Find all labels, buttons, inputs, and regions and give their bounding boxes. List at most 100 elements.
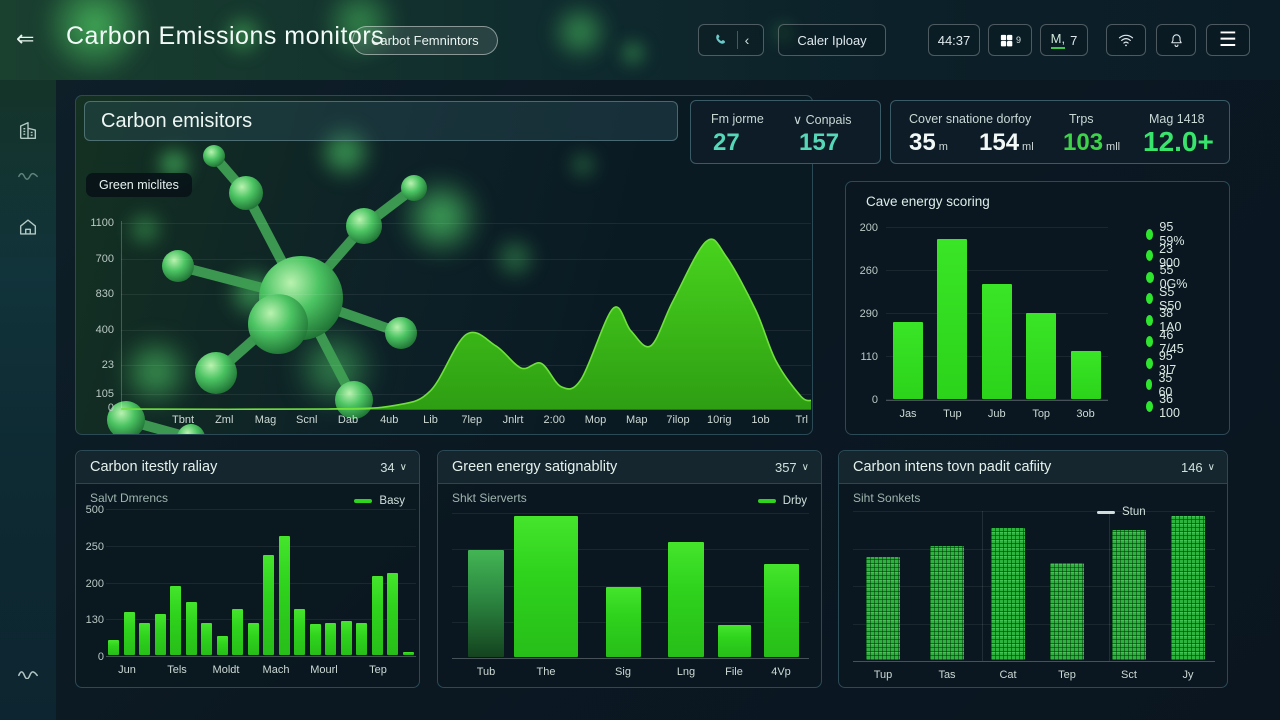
- bar: [278, 535, 290, 655]
- notifications-button[interactable]: [1156, 24, 1196, 56]
- app-header: ⇐ Carbon Emissions monitors Carbot Femni…: [0, 0, 1280, 80]
- chevron-left-icon: ‹: [744, 32, 750, 48]
- x-axis-tick: 7ilop: [666, 414, 690, 426]
- chevron-down-icon: ∨: [801, 461, 809, 473]
- gridline-vertical: [982, 511, 983, 661]
- bar: [263, 555, 274, 655]
- x-axis-tick: Map: [626, 414, 648, 426]
- x-axis-tick: Jnlrt: [502, 414, 524, 426]
- y-axis-tick: 0: [871, 394, 878, 406]
- x-axis-tick: 4ub: [380, 414, 399, 426]
- x-axis-tick: Zml: [215, 414, 234, 426]
- y-axis-tick: 1100: [90, 217, 114, 229]
- legend-item: 23 900: [1146, 242, 1184, 270]
- x-axis-tick: Sig: [615, 666, 631, 678]
- bar: [232, 609, 243, 655]
- x-axis-tick: 1ob: [751, 414, 770, 426]
- legend-item: 95 59%: [1146, 220, 1188, 248]
- main-chart-title-label: Carbon emisitors: [101, 109, 253, 132]
- legend-item: 46 7/45: [1146, 328, 1187, 356]
- metric-button-value: 7: [1070, 32, 1078, 48]
- metric-button[interactable]: M, 7: [1040, 24, 1088, 56]
- gridline: [853, 548, 1215, 550]
- bar: [514, 516, 578, 657]
- bar: [893, 321, 923, 399]
- legend-item: 55 0G%: [1146, 263, 1191, 291]
- gridline: [452, 513, 809, 514]
- menu-button[interactable]: ☰: [1206, 24, 1250, 56]
- bar: [763, 564, 799, 657]
- bar: [1070, 350, 1101, 399]
- home-icon[interactable]: [17, 216, 39, 238]
- x-axis-tick: Tub: [476, 666, 496, 678]
- bar: [668, 542, 704, 657]
- y-axis-tick: 0: [107, 402, 114, 414]
- stat-card-coverage: Cover snatione dorfoy 35 m 154 ml Trps 103…: [890, 100, 1230, 164]
- x-axis-line: [886, 400, 1108, 401]
- gridline: [106, 509, 416, 510]
- panel-value-dropdown[interactable]: 146 ∨: [1180, 459, 1215, 475]
- call-button[interactable]: ‹: [698, 24, 764, 56]
- x-axis-tick: Jy: [1182, 669, 1194, 681]
- gridline: [886, 399, 1108, 400]
- bar: [371, 575, 383, 655]
- bar: [930, 546, 964, 660]
- stat-label[interactable]: ∨ Conpais: [793, 113, 852, 127]
- gridline: [886, 270, 1108, 271]
- building-icon[interactable]: [17, 120, 39, 142]
- x-axis-tick: Dab: [337, 414, 359, 426]
- legend-dot: [1146, 379, 1153, 390]
- legend-label: 38 1A0: [1159, 306, 1182, 334]
- timer-button[interactable]: 44:37: [928, 24, 980, 56]
- grid-button[interactable]: 9: [988, 24, 1032, 56]
- x-axis-tick: Tup: [943, 408, 962, 420]
- bar: [170, 585, 181, 655]
- wifi-icon: [1117, 32, 1135, 48]
- stat-value: 35 m: [909, 129, 948, 156]
- phone-icon: [713, 32, 730, 49]
- panel-subtitle: Shkt Sierverts: [452, 491, 527, 505]
- x-axis-tick: Trl: [795, 414, 808, 426]
- grid-icon: [999, 33, 1014, 48]
- bar: [387, 572, 398, 655]
- legend-dot: [1146, 293, 1154, 304]
- legend-dot: [1146, 250, 1154, 261]
- wave-icon[interactable]: [17, 666, 39, 688]
- bar: [1171, 516, 1205, 660]
- panel-title: Carbon itestly raliay: [90, 459, 218, 475]
- x-axis-tick: 2:00: [543, 414, 565, 426]
- back-arrow-icon[interactable]: ⇐: [16, 26, 35, 51]
- bar: [1112, 529, 1146, 660]
- legend-dot: [1146, 271, 1154, 283]
- y-axis-tick: 23: [101, 359, 114, 371]
- x-axis-tick: Mag: [254, 414, 277, 426]
- stat-label: Mag 1418: [1149, 112, 1205, 126]
- sidebar: [0, 80, 56, 720]
- legend-dot: [1146, 314, 1154, 326]
- bar: [216, 635, 228, 655]
- main-plot: [121, 221, 811, 411]
- x-axis-tick: Jun: [118, 664, 136, 676]
- panel-value-dropdown[interactable]: 34 ∨: [380, 459, 407, 475]
- x-axis-tick: Mach: [262, 664, 290, 676]
- gridline: [121, 330, 811, 331]
- panel-legend: Drby: [757, 495, 807, 507]
- legend-label: 95 59%: [1159, 220, 1185, 248]
- stat-value: 157: [799, 129, 840, 156]
- legend-label: 95 3I7: [1158, 349, 1177, 377]
- legend-dot: [1146, 336, 1154, 347]
- legend-item: S5 S50: [1146, 285, 1185, 313]
- caller-button[interactable]: Caler Iploay: [778, 24, 886, 56]
- bar: [937, 239, 968, 399]
- x-axis-tick: 10rig: [707, 414, 732, 426]
- x-axis-tick: Jub: [987, 408, 1006, 420]
- x-axis-tick: Mop: [584, 414, 607, 426]
- bar: [325, 622, 336, 655]
- y-axis-tick: 700: [95, 253, 114, 265]
- panel-value-dropdown[interactable]: 357 ∨: [774, 459, 809, 475]
- wifi-button[interactable]: [1106, 24, 1146, 56]
- wave-icon[interactable]: [17, 168, 39, 190]
- legend-label: S5 S50: [1159, 284, 1182, 313]
- gridline: [121, 294, 811, 295]
- title-badge[interactable]: Carbot Femnintors: [352, 26, 498, 55]
